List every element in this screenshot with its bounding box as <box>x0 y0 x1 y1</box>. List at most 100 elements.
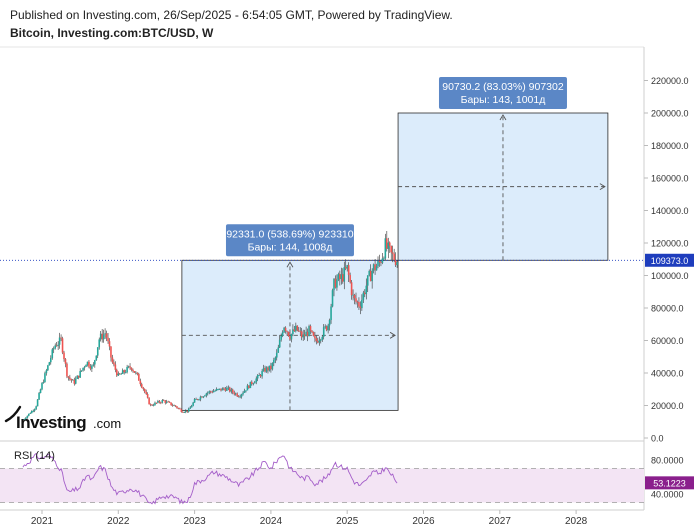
candle <box>161 398 164 404</box>
candle <box>30 410 33 414</box>
candle <box>207 391 209 396</box>
candle <box>334 275 337 289</box>
candle <box>129 363 131 370</box>
candle <box>322 324 325 340</box>
candle <box>274 356 277 364</box>
candle <box>284 326 287 334</box>
candle <box>94 359 96 368</box>
candle <box>60 334 62 342</box>
candle <box>303 329 306 340</box>
candle <box>142 386 145 391</box>
candle <box>145 389 147 395</box>
candle <box>315 335 318 345</box>
candle <box>349 272 351 284</box>
candle <box>264 365 266 373</box>
candle <box>287 331 290 337</box>
candle <box>186 410 189 413</box>
price-tick-label: 60000.0 <box>651 336 684 346</box>
price-tick-label: 40000.0 <box>651 369 684 379</box>
candle <box>362 290 365 304</box>
last-price-line: 109373.0 <box>0 253 694 267</box>
candle <box>192 401 194 407</box>
candle <box>162 399 165 401</box>
rsi-panel[interactable]: 40.0000 80.0000 53.1223 <box>0 452 694 505</box>
price-tick-label: 200000.0 <box>651 109 689 119</box>
candle <box>95 355 98 361</box>
candle <box>179 407 181 410</box>
time-tick-label: 2026 <box>412 516 435 527</box>
price-tick-label: 20000.0 <box>651 401 684 411</box>
candle <box>152 403 155 407</box>
candle <box>299 327 302 337</box>
candle <box>92 362 95 367</box>
candle <box>253 380 256 384</box>
candle <box>248 385 250 389</box>
candle <box>118 372 121 375</box>
candle <box>217 388 219 391</box>
candle <box>234 392 237 396</box>
candle <box>124 369 127 374</box>
time-tick-label: 2022 <box>107 516 130 527</box>
candle <box>108 338 111 351</box>
candle <box>133 370 136 373</box>
candle <box>208 390 211 395</box>
range-label-bg <box>438 77 567 109</box>
candle <box>391 245 394 263</box>
candle <box>388 241 391 253</box>
candle <box>366 275 369 293</box>
candle <box>312 331 315 337</box>
candle <box>271 362 274 371</box>
candle <box>39 388 42 394</box>
candle <box>390 245 393 261</box>
candle <box>51 347 54 360</box>
candle <box>198 398 200 401</box>
price-tick-label: 220000.0 <box>651 76 689 86</box>
candle <box>42 379 45 384</box>
candle <box>135 371 137 375</box>
candle <box>99 330 102 342</box>
time-tick-label: 2021 <box>31 516 54 527</box>
candle <box>113 359 115 367</box>
candle <box>80 370 83 373</box>
candle <box>331 288 334 308</box>
arrow-right-icon <box>389 331 396 339</box>
candle <box>196 398 199 401</box>
candle <box>280 333 282 342</box>
logo-wordmark: Investing <box>16 413 86 432</box>
candle <box>82 367 84 372</box>
range-label-bars: Бары: 143, 1001д <box>461 94 546 106</box>
range-label-bg <box>225 224 354 257</box>
candle <box>261 369 263 379</box>
candle <box>372 263 375 274</box>
candle <box>70 378 73 383</box>
time-tick-label: 2025 <box>336 516 359 527</box>
candle <box>295 322 297 333</box>
investing-logo: Investing .com <box>4 405 121 432</box>
candle <box>36 398 39 407</box>
candle <box>140 382 143 389</box>
candle <box>237 395 240 398</box>
candle <box>143 388 146 394</box>
candle <box>336 274 338 291</box>
candle <box>327 323 329 334</box>
candle <box>314 331 316 343</box>
candle <box>154 401 156 406</box>
candle <box>116 368 118 377</box>
candle <box>240 393 243 399</box>
candle <box>293 325 296 332</box>
rsi-line <box>22 452 398 505</box>
candle <box>91 364 93 373</box>
candle <box>258 372 260 376</box>
candle <box>45 368 48 376</box>
candle <box>343 261 346 290</box>
candle <box>151 404 153 406</box>
candle <box>72 378 74 381</box>
candle <box>256 374 259 382</box>
candle <box>374 258 376 275</box>
